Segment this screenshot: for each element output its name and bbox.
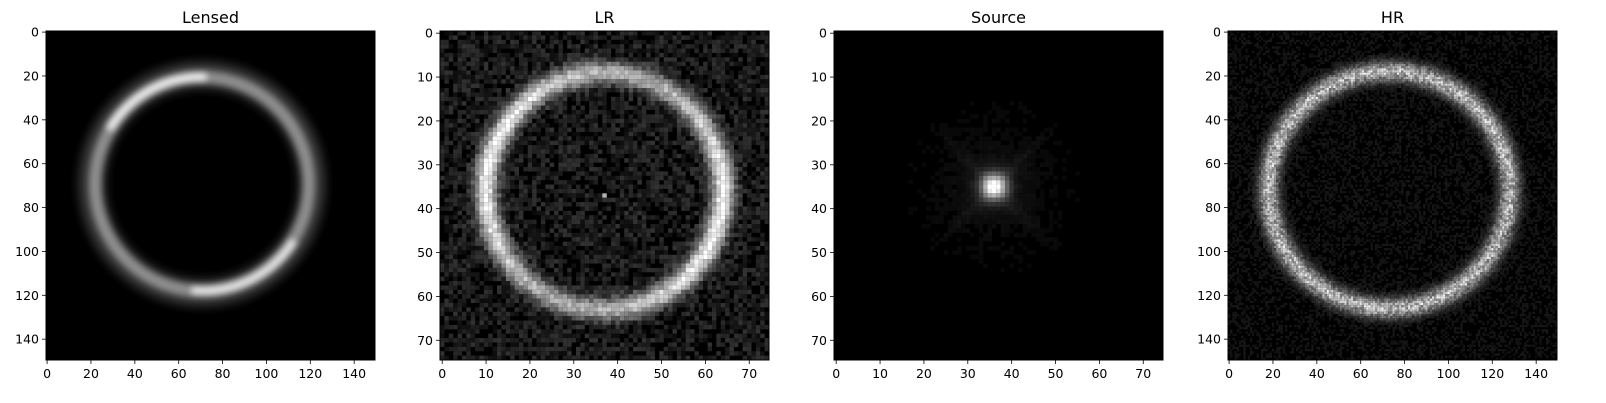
- y-tick-label: 0: [31, 25, 39, 40]
- x-ticks: 0 10 20 30 40 50 60 70: [832, 360, 1151, 381]
- x-tick-label: 50: [1048, 366, 1064, 381]
- y-tick-label: 60: [23, 156, 39, 171]
- x-ticks: 0 20 40 60 80 100 120 140: [43, 360, 366, 381]
- y-tick-label: 50: [417, 245, 433, 260]
- y-tick-label: 20: [811, 113, 827, 128]
- y-ticks: 0 20 40 60 80 100 120 140: [1197, 25, 1228, 347]
- axes-frame: [45, 30, 376, 361]
- x-tick-label: 0: [43, 366, 51, 381]
- x-tick-label: 100: [1437, 366, 1461, 381]
- y-tick-label: 40: [23, 112, 39, 127]
- x-tick-label: 10: [478, 366, 494, 381]
- panel-hr: HR 0 20 40 60 80 100 120 140 0 20 40 60 80 100 120 140: [1197, 8, 1558, 381]
- panel-lr: LR 0 10 20 30 40 50 60 70 0 10 20 30 40 50 60 70: [417, 8, 770, 381]
- axes-frame: [833, 30, 1164, 361]
- panel-lensed: Lensed 0 20 40 60 80 100 120 140 0 20 40 60 80 100 12…: [15, 8, 376, 381]
- x-tick-label: 0: [1225, 366, 1233, 381]
- y-tick-label: 40: [811, 201, 827, 216]
- x-tick-label: 100: [255, 366, 279, 381]
- image-hr: [1228, 31, 1557, 360]
- panel-title: HR: [1381, 8, 1404, 27]
- x-ticks: 0 10 20 30 40 50 60 70: [438, 360, 757, 381]
- y-tick-label: 0: [425, 26, 433, 41]
- y-ticks: 0 10 20 30 40 50 60 70: [811, 26, 834, 348]
- image-source: [834, 31, 1163, 360]
- y-tick-label: 100: [15, 244, 39, 259]
- y-tick-label: 80: [1205, 200, 1221, 215]
- x-tick-label: 60: [1091, 366, 1107, 381]
- x-tick-label: 140: [342, 366, 366, 381]
- y-tick-label: 70: [417, 333, 433, 348]
- x-tick-label: 30: [566, 366, 582, 381]
- y-tick-label: 40: [1205, 112, 1221, 127]
- image-lensed: [46, 31, 375, 360]
- x-tick-label: 70: [741, 366, 757, 381]
- panel-title: Source: [971, 8, 1026, 27]
- y-tick-label: 70: [811, 333, 827, 348]
- y-tick-label: 30: [417, 157, 433, 172]
- y-tick-label: 0: [819, 26, 827, 41]
- y-tick-label: 80: [23, 200, 39, 215]
- y-tick-label: 0: [1213, 25, 1221, 40]
- x-tick-label: 20: [916, 366, 932, 381]
- image-lr: [440, 31, 769, 360]
- y-ticks: 0 20 40 60 80 100 120 140: [15, 25, 46, 347]
- x-tick-label: 120: [1480, 366, 1504, 381]
- x-tick-label: 60: [1353, 366, 1369, 381]
- x-tick-label: 20: [83, 366, 99, 381]
- x-tick-label: 20: [1265, 366, 1281, 381]
- y-tick-label: 30: [811, 157, 827, 172]
- panel-title: LR: [594, 8, 614, 27]
- y-tick-label: 100: [1197, 244, 1221, 259]
- x-tick-label: 0: [832, 366, 840, 381]
- y-tick-label: 20: [417, 113, 433, 128]
- y-tick-label: 60: [1205, 156, 1221, 171]
- axes-frame: [439, 30, 770, 361]
- y-tick-label: 120: [1197, 288, 1221, 303]
- y-tick-label: 40: [417, 201, 433, 216]
- y-tick-label: 60: [417, 289, 433, 304]
- x-tick-label: 0: [438, 366, 446, 381]
- y-tick-label: 20: [1205, 68, 1221, 83]
- panel-source: Source 0 10 20 30 40 50 60 70 0 10 20 30 40 50 60 70: [811, 8, 1164, 381]
- x-tick-label: 40: [127, 366, 143, 381]
- x-tick-label: 10: [872, 366, 888, 381]
- x-tick-label: 40: [1309, 366, 1325, 381]
- y-tick-label: 20: [23, 68, 39, 83]
- y-ticks: 0 10 20 30 40 50 60 70: [417, 26, 440, 348]
- y-tick-label: 120: [15, 288, 39, 303]
- x-tick-label: 20: [522, 366, 538, 381]
- panel-title: Lensed: [182, 8, 239, 27]
- x-tick-label: 70: [1135, 366, 1151, 381]
- x-tick-label: 30: [960, 366, 976, 381]
- x-tick-label: 40: [1004, 366, 1020, 381]
- x-tick-label: 40: [610, 366, 626, 381]
- x-tick-label: 120: [298, 366, 322, 381]
- y-tick-label: 140: [15, 332, 39, 347]
- x-tick-label: 60: [171, 366, 187, 381]
- x-tick-label: 80: [1397, 366, 1413, 381]
- y-tick-label: 10: [417, 70, 433, 85]
- x-ticks: 0 20 40 60 80 100 120 140: [1225, 360, 1548, 381]
- y-tick-label: 10: [811, 70, 827, 85]
- y-tick-label: 140: [1197, 332, 1221, 347]
- x-tick-label: 80: [215, 366, 231, 381]
- x-tick-label: 60: [697, 366, 713, 381]
- x-tick-label: 140: [1524, 366, 1548, 381]
- x-tick-label: 50: [654, 366, 670, 381]
- y-tick-label: 50: [811, 245, 827, 260]
- axes-frame: [1227, 30, 1558, 361]
- y-tick-label: 60: [811, 289, 827, 304]
